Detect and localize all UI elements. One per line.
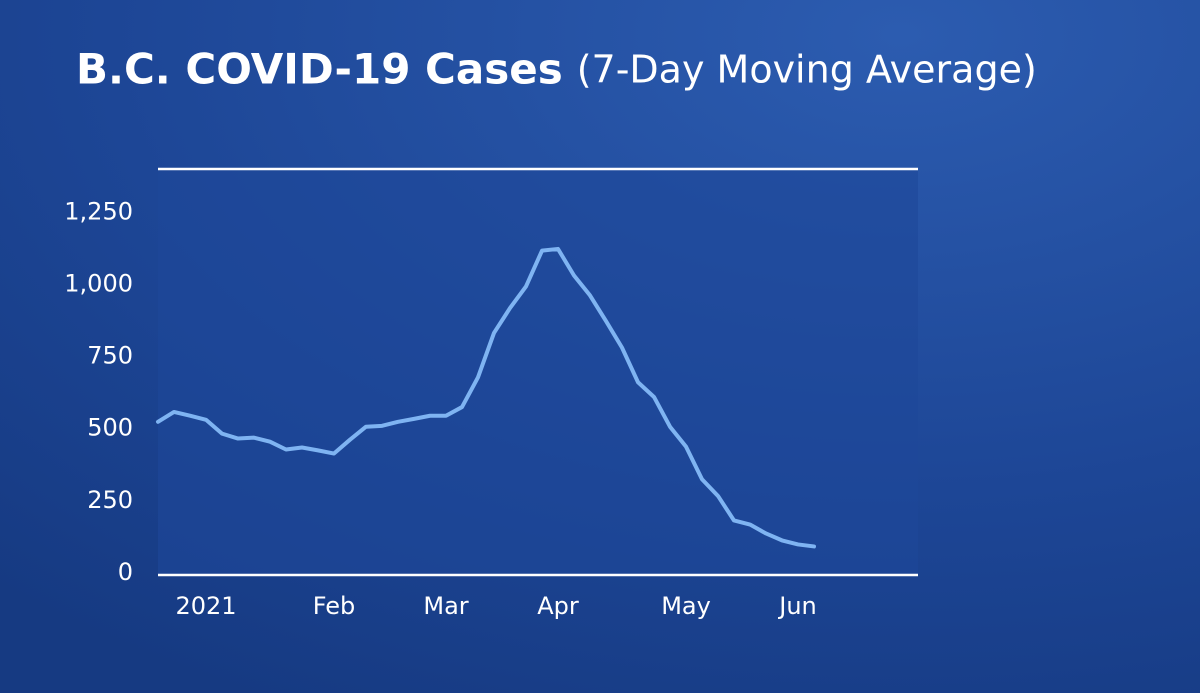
chart-subtitle: (7-Day Moving Average): [577, 48, 1037, 92]
y-tick-label: 500: [87, 414, 133, 442]
x-tick-label: Apr: [537, 592, 579, 620]
y-tick-label: 1,000: [64, 269, 133, 297]
x-tick-label: Feb: [313, 592, 356, 620]
plot-area: [158, 169, 918, 575]
y-tick-label: 250: [87, 486, 133, 514]
y-tick-label: 750: [87, 342, 133, 370]
data-line: [156, 246, 816, 549]
x-tick-label: Mar: [423, 592, 468, 620]
chart-title: B.C. COVID-19 Cases: [76, 45, 563, 94]
x-tick-label: May: [661, 592, 711, 620]
x-tick-label: Jun: [777, 592, 817, 620]
y-tick-label: 1,250: [64, 197, 133, 225]
x-tick-label: 2021: [175, 592, 236, 620]
y-tick-label: 0: [118, 558, 133, 586]
